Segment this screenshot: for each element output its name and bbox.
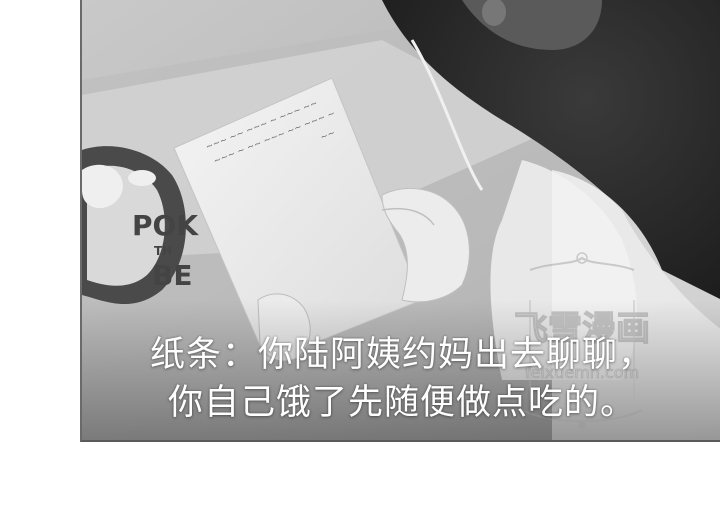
caption-line-2: 你自己饿了先随便做点吃的。 bbox=[167, 383, 636, 423]
sign-text-2: TH bbox=[154, 244, 172, 258]
watermark-title: 飞雪漫画 bbox=[514, 309, 650, 349]
caption-line-1: 纸条：你陆阿姨约妈出去聊聊， bbox=[149, 335, 654, 375]
comic-panel: POK TH BE ~~~ ~~ ~~~ ~ ~~~ ~~ ~~~ ~ ~~ ~… bbox=[80, 0, 720, 442]
watermark-logo: 飞雪漫画 feixuemh.com bbox=[513, 252, 651, 429]
sign-text-3: BE bbox=[152, 259, 192, 292]
watermark-url: feixuemh.com bbox=[525, 363, 639, 382]
background-sign: POK TH BE bbox=[82, 146, 199, 305]
panel-illustration: POK TH BE ~~~ ~~ ~~~ ~ ~~~ ~~ ~~~ ~ ~~ ~… bbox=[82, 0, 720, 440]
sign-text-1: POK bbox=[132, 209, 199, 242]
